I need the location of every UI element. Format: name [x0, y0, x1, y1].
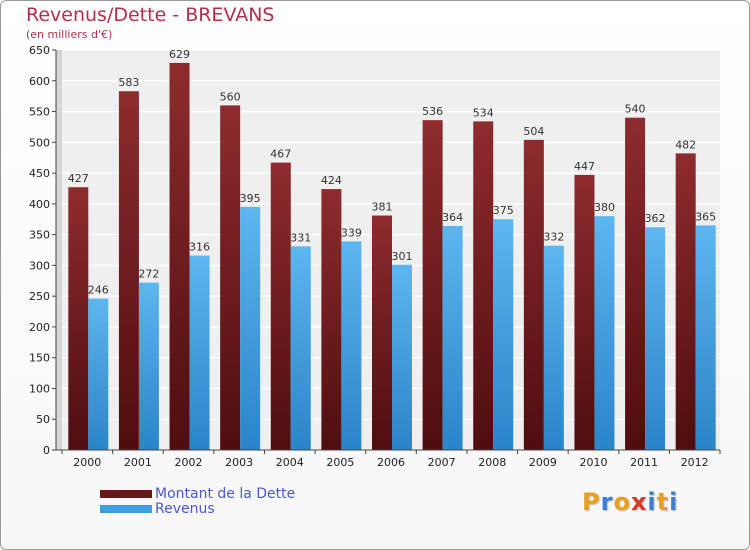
x-tick-label: 2006: [377, 456, 405, 469]
data-label-debt-2008: 534: [473, 106, 494, 119]
data-label-revenus-2003: 395: [240, 192, 261, 205]
x-tick-label: 2011: [630, 456, 658, 469]
bar-revenus-2012: [695, 225, 716, 450]
x-tick-label: 2002: [175, 456, 203, 469]
y-tick-label: 500: [29, 136, 50, 149]
legend-swatch-debt: [100, 489, 152, 498]
data-label-debt-2002: 629: [169, 48, 190, 61]
data-label-debt-2011: 540: [625, 103, 646, 116]
data-label-debt-2006: 381: [372, 201, 393, 214]
bar-debt-2002: [169, 62, 190, 451]
x-tick-label: 2012: [681, 456, 709, 469]
bar-debt-2000: [68, 187, 89, 450]
bar-revenus-2009: [543, 245, 564, 450]
bar-revenus-2003: [240, 206, 261, 450]
data-label-debt-2007: 536: [422, 105, 443, 118]
bar-revenus-2004: [290, 246, 311, 450]
data-label-debt-2003: 560: [220, 90, 241, 103]
y-tick-label: 600: [29, 75, 50, 88]
x-tick-label: 2009: [529, 456, 557, 469]
legend-item-revenus: Revenus: [100, 500, 295, 517]
chart-legend: Montant de la Dette Revenus: [100, 485, 296, 517]
bar-debt-2009: [523, 139, 544, 450]
y-tick-label: 450: [29, 167, 50, 180]
data-label-revenus-2004: 331: [290, 231, 311, 244]
logo-letter: r: [600, 488, 614, 516]
bar-revenus-2011: [645, 227, 666, 450]
data-label-revenus-2008: 375: [493, 204, 514, 217]
data-label-debt-2012: 482: [675, 138, 696, 151]
data-label-debt-2010: 447: [574, 160, 595, 173]
x-tick-label: 2001: [124, 456, 152, 469]
y-tick-label: 550: [29, 106, 50, 119]
bar-revenus-2002: [189, 255, 210, 450]
data-label-revenus-2012: 365: [695, 210, 716, 223]
bar-revenus-2006: [392, 264, 412, 450]
logo-letter: i: [647, 488, 657, 516]
x-tick-label: 2000: [73, 456, 101, 469]
bar-debt-2004: [270, 162, 291, 450]
logo-letter: x: [630, 488, 648, 516]
data-label-debt-2004: 467: [270, 148, 291, 161]
y-tick-label: 150: [29, 352, 50, 365]
bar-debt-2006: [372, 215, 392, 450]
x-tick-label: 2005: [326, 456, 354, 469]
data-label-debt-2005: 424: [321, 174, 342, 187]
bar-debt-2007: [422, 120, 443, 451]
data-label-debt-2001: 583: [118, 76, 139, 89]
data-label-revenus-2009: 332: [543, 231, 564, 244]
y-tick-label: 100: [29, 382, 50, 395]
data-label-revenus-2011: 362: [645, 212, 666, 225]
bar-debt-2003: [220, 105, 241, 450]
legend-label-debt: Montant de la Dette: [155, 485, 296, 502]
bar-revenus-2010: [594, 216, 615, 450]
data-label-revenus-2000: 246: [88, 284, 109, 297]
y-tick-label: 0: [43, 444, 50, 457]
chart-title: Revenus/Dette - BREVANS: [26, 4, 275, 26]
bar-revenus-2001: [138, 282, 159, 450]
bar-revenus-2000: [88, 298, 109, 450]
data-label-debt-2000: 427: [68, 172, 89, 185]
x-tick-label: 2008: [478, 456, 506, 469]
bar-revenus-2005: [341, 241, 362, 450]
logo-letter: t: [656, 488, 670, 516]
proxiti-logo: Proxiti: [582, 488, 678, 516]
data-label-revenus-2007: 364: [442, 211, 463, 224]
data-label-revenus-2001: 272: [138, 268, 159, 281]
x-tick-label: 2007: [428, 456, 456, 469]
bar-debt-2012: [675, 153, 696, 450]
bar-debt-2005: [321, 189, 342, 451]
legend-label-revenus: Revenus: [155, 500, 215, 517]
y-tick-label: 650: [29, 44, 50, 57]
data-label-revenus-2010: 380: [594, 201, 615, 214]
logo-letter: P: [582, 488, 601, 516]
data-label-revenus-2002: 316: [189, 241, 210, 254]
y-tick-label: 200: [29, 321, 50, 334]
bar-debt-2011: [625, 117, 646, 450]
logo-letter: i: [669, 488, 679, 516]
data-label-debt-2009: 504: [523, 125, 544, 138]
logo-letter: o: [613, 488, 631, 516]
bar-debt-2010: [574, 174, 595, 450]
y-tick-label: 50: [36, 413, 50, 426]
plot-left-wall: [56, 50, 62, 450]
y-tick-label: 250: [29, 290, 50, 303]
x-tick-label: 2003: [225, 456, 253, 469]
y-tick-label: 400: [29, 198, 50, 211]
legend-item-debt: Montant de la Dette: [100, 485, 296, 502]
legend-swatch-revenus: [100, 504, 152, 513]
bar-debt-2001: [118, 91, 139, 450]
y-tick-label: 350: [29, 229, 50, 242]
x-tick-label: 2004: [276, 456, 304, 469]
data-label-revenus-2005: 339: [341, 226, 362, 239]
bar-debt-2008: [473, 121, 494, 450]
bar-revenus-2008: [493, 219, 514, 450]
data-label-revenus-2006: 301: [392, 250, 413, 263]
y-tick-label: 300: [29, 259, 50, 272]
x-tick-label: 2010: [579, 456, 607, 469]
bar-revenus-2007: [442, 226, 463, 450]
chart-subtitle: (en milliers d'€): [26, 28, 113, 41]
